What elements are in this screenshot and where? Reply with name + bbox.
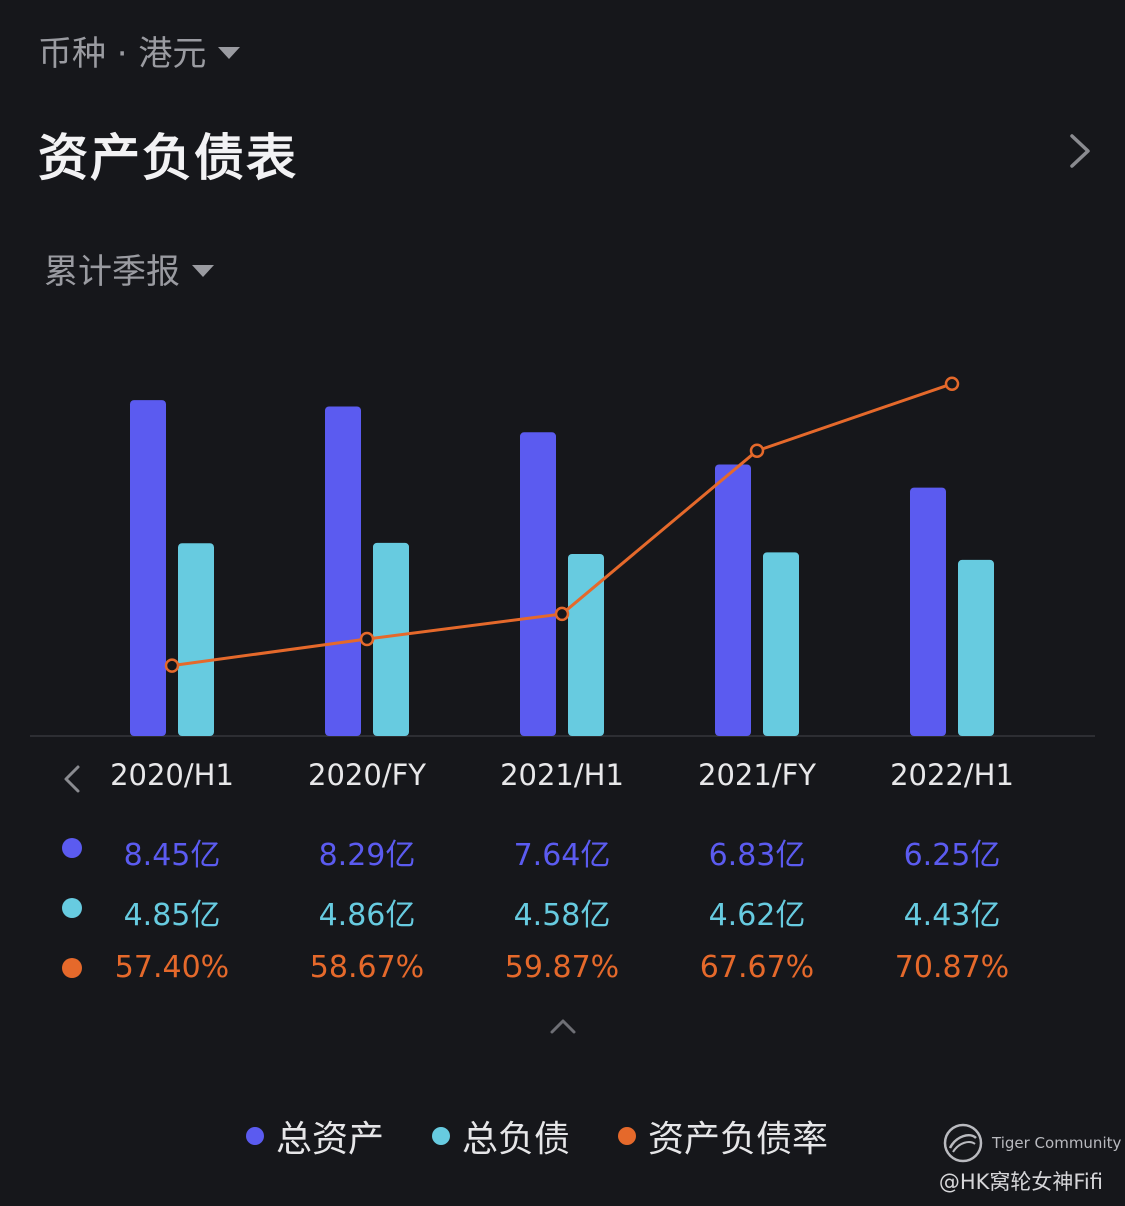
row-debt-ratio: 57.40% 58.67% 59.87% 67.67% 70.87% xyxy=(0,944,1125,994)
chevron-left-icon[interactable] xyxy=(58,764,86,794)
debt-ratio-point xyxy=(554,606,570,622)
bar-total-assets xyxy=(910,487,946,736)
legend-label: 总负债 xyxy=(462,1119,571,1160)
brand-name: Tiger Community xyxy=(992,1134,1122,1152)
legend-item-total-liabilities: 总负债 xyxy=(432,1110,570,1162)
chevron-right-icon[interactable] xyxy=(1060,130,1096,172)
period-label: 累计季报 xyxy=(44,252,180,292)
data-label: 8.45亿 xyxy=(123,838,221,873)
data-label: 4.58亿 xyxy=(513,898,611,933)
row-total-assets: 8.45亿 8.29亿 7.64亿 6.83亿 6.25亿 xyxy=(0,824,1125,874)
data-label: 4.85亿 xyxy=(123,898,221,933)
legend-dot xyxy=(618,1127,636,1145)
legend-item-total-assets: 总资产 xyxy=(246,1110,384,1162)
data-label: 70.87% xyxy=(894,950,1010,985)
bar-total-assets xyxy=(520,432,556,736)
legend-dot xyxy=(432,1127,450,1145)
bar-total-liabilities xyxy=(568,553,604,736)
chart-legend: 总资产 总负债 资产负债率 xyxy=(0,1110,1125,1160)
data-label: 4.62亿 xyxy=(708,898,806,933)
currency-selector[interactable]: 币种 · 港元 xyxy=(38,26,241,75)
data-label: 4.43亿 xyxy=(903,898,1001,933)
data-label: 6.83亿 xyxy=(708,838,806,873)
period-selector[interactable]: 累计季报 xyxy=(44,244,214,293)
chevron-up-icon[interactable] xyxy=(548,1014,578,1038)
x-tick-label: 2021/FY xyxy=(698,758,816,792)
balance-sheet-chart xyxy=(30,376,1095,737)
debt-ratio-point xyxy=(944,376,960,392)
bar-total-assets xyxy=(715,464,751,736)
bar-total-assets xyxy=(325,406,361,736)
bar-total-liabilities xyxy=(373,542,409,736)
legend-dot xyxy=(246,1127,264,1145)
series-dot xyxy=(62,898,82,918)
data-label: 67.67% xyxy=(699,950,815,985)
data-label: 6.25亿 xyxy=(903,838,1001,873)
caret-down-icon xyxy=(192,264,214,277)
series-dot xyxy=(62,958,82,978)
data-label: 7.64亿 xyxy=(513,838,611,873)
x-tick-label: 2020/H1 xyxy=(110,758,234,792)
series-dot xyxy=(62,838,82,858)
bar-total-liabilities xyxy=(763,552,799,736)
x-tick-label: 2020/FY xyxy=(308,758,426,792)
x-tick-label: 2022/H1 xyxy=(890,758,1014,792)
currency-label: 币种 · 港元 xyxy=(38,34,207,74)
page-title: 资产负债表 xyxy=(38,129,298,187)
data-label: 57.40% xyxy=(114,950,230,985)
bar-total-assets xyxy=(130,400,166,736)
caret-down-icon xyxy=(218,46,241,59)
bar-total-liabilities xyxy=(958,559,994,736)
row-total-liabilities: 4.85亿 4.86亿 4.58亿 4.62亿 4.43亿 xyxy=(0,884,1125,934)
debt-ratio-point xyxy=(749,443,765,459)
debt-ratio-point xyxy=(164,658,180,673)
data-label: 59.87% xyxy=(504,950,620,985)
bar-total-liabilities xyxy=(178,543,214,736)
data-label: 4.86亿 xyxy=(318,898,416,933)
data-label: 8.29亿 xyxy=(318,838,416,873)
legend-label: 资产负债率 xyxy=(648,1119,829,1160)
data-label: 58.67% xyxy=(309,950,425,985)
debt-ratio-point xyxy=(359,631,375,647)
x-tick-label: 2021/H1 xyxy=(500,758,624,792)
tiger-community-logo: Tiger Community xyxy=(942,1122,1121,1164)
legend-item-debt-ratio: 资产负债率 xyxy=(618,1110,828,1162)
debt-ratio-line xyxy=(171,382,953,668)
author-handle: @HK窝轮女神Fifi xyxy=(938,1170,1103,1194)
legend-label: 总资产 xyxy=(276,1119,385,1160)
tiger-logo-icon xyxy=(943,1123,983,1163)
